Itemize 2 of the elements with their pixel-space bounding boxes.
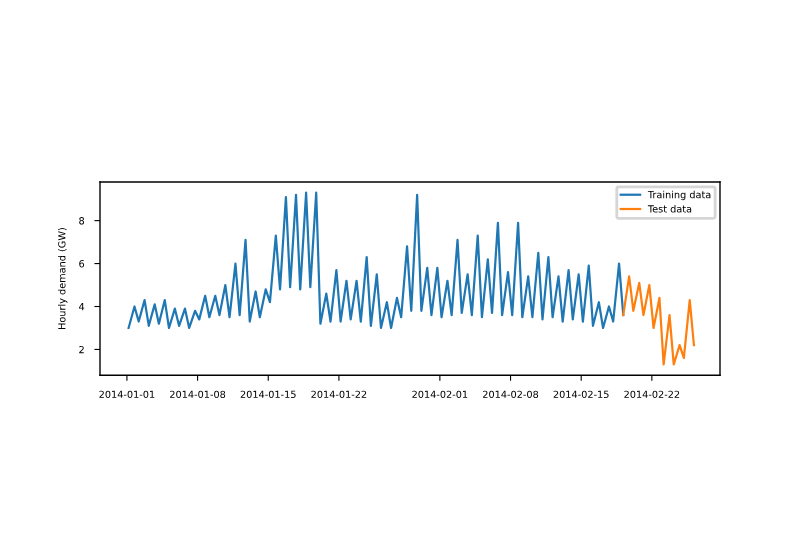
line-series (622, 275, 696, 366)
line-series (127, 191, 625, 330)
